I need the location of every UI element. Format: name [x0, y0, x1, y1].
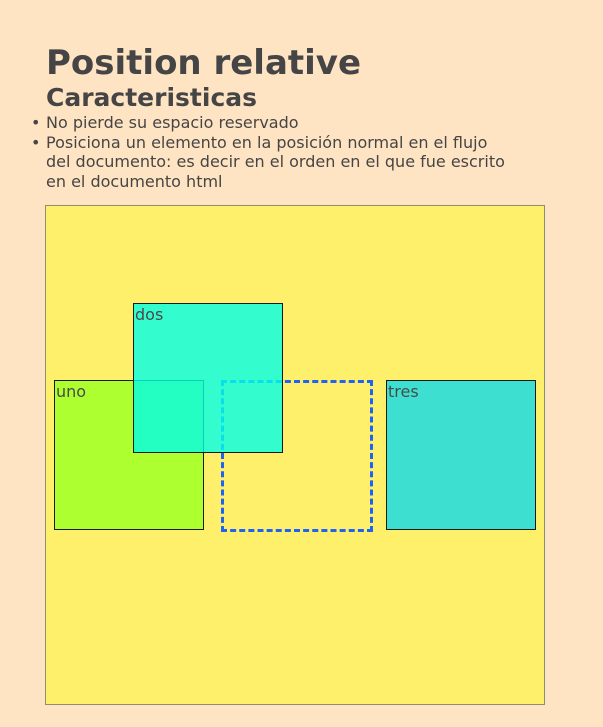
feature-item: No pierde su espacio reservado: [31, 113, 516, 133]
section-heading: Caracteristicas: [46, 83, 258, 112]
box-label-dos: dos: [135, 305, 164, 324]
demo-container: uno dos tres: [45, 205, 545, 705]
box-label-tres: tres: [388, 382, 419, 401]
original-position-outline: [221, 380, 373, 532]
features-list: No pierde su espacio reservado Posiciona…: [31, 113, 516, 192]
feature-item: Posiciona un elemento en la posición nor…: [31, 133, 516, 192]
page-title: Position relative: [46, 43, 362, 83]
box-tres: tres: [386, 380, 536, 530]
box-dos: dos: [133, 303, 283, 453]
box-label-uno: uno: [56, 382, 87, 401]
